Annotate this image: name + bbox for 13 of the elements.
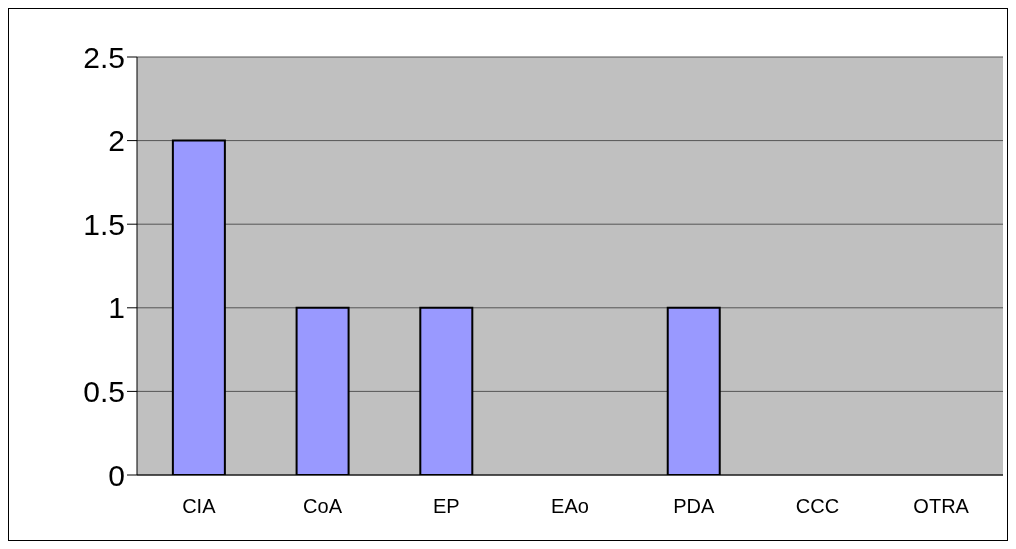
x-tick-label: CCC [795,495,840,518]
y-tick-label: 1.5 [83,207,125,241]
y-tick-label: 0 [108,458,125,492]
y-tick-label: 1 [108,291,125,325]
x-tick-label: CoA [303,495,343,518]
x-tick-label: CIA [182,495,217,518]
x-tick-label: PDA [673,495,715,518]
y-tick-label: 2.5 [83,40,125,74]
x-tick-label: EP [432,495,460,518]
x-tick-label: EAo [551,495,589,518]
x-tick-label: OTRA [913,495,970,518]
y-tick-label: 2 [108,124,125,158]
y-tick-label: 0.5 [83,375,125,409]
